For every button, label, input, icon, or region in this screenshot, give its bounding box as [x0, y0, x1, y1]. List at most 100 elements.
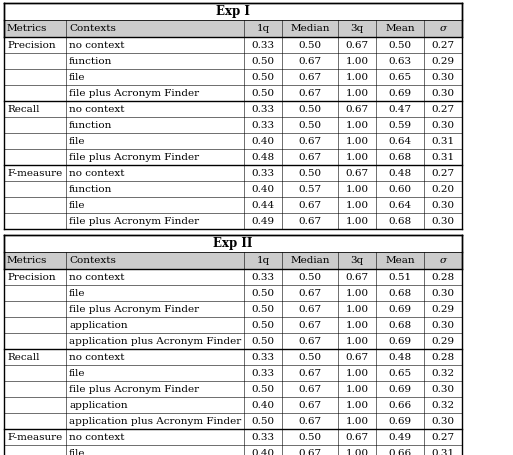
Bar — [244, 20, 282, 37]
Text: 0.30: 0.30 — [431, 384, 455, 394]
Text: function: function — [69, 184, 112, 193]
Text: no context: no context — [69, 273, 125, 282]
Text: function: function — [69, 121, 112, 130]
Text: application: application — [69, 320, 128, 329]
Text: file: file — [69, 288, 86, 298]
Text: 0.67: 0.67 — [299, 304, 322, 313]
Text: no context: no context — [69, 40, 125, 50]
Text: 0.27: 0.27 — [431, 433, 455, 441]
Text: 0.67: 0.67 — [299, 400, 322, 410]
Bar — [4, 285, 462, 301]
Text: file: file — [69, 449, 86, 455]
Text: 1.00: 1.00 — [345, 136, 368, 146]
Bar — [424, 252, 462, 269]
Text: 0.29: 0.29 — [431, 304, 455, 313]
Text: 0.33: 0.33 — [251, 369, 274, 378]
Text: file plus Acronym Finder: file plus Acronym Finder — [69, 304, 199, 313]
Text: Mean: Mean — [385, 24, 415, 33]
Text: 1.00: 1.00 — [345, 152, 368, 162]
Text: 0.44: 0.44 — [251, 201, 274, 209]
Text: 0.33: 0.33 — [251, 433, 274, 441]
Text: Precision: Precision — [7, 40, 55, 50]
Text: 0.50: 0.50 — [299, 105, 322, 113]
Text: 0.68: 0.68 — [388, 320, 411, 329]
Text: 0.50: 0.50 — [251, 384, 274, 394]
Text: 0.50: 0.50 — [299, 168, 322, 177]
Text: 0.30: 0.30 — [431, 201, 455, 209]
Text: 1.00: 1.00 — [345, 288, 368, 298]
Text: file plus Acronym Finder: file plus Acronym Finder — [69, 152, 199, 162]
Bar — [338, 20, 376, 37]
Text: 1.00: 1.00 — [345, 121, 368, 130]
Text: 0.49: 0.49 — [388, 433, 411, 441]
Text: 0.67: 0.67 — [345, 168, 368, 177]
Bar — [4, 69, 462, 85]
Bar — [282, 20, 338, 37]
Text: application: application — [69, 400, 128, 410]
Text: 0.50: 0.50 — [251, 89, 274, 97]
Text: 1.00: 1.00 — [345, 400, 368, 410]
Text: 0.28: 0.28 — [431, 273, 455, 282]
Text: 0.27: 0.27 — [431, 105, 455, 113]
Text: 0.50: 0.50 — [251, 320, 274, 329]
Text: 0.40: 0.40 — [251, 136, 274, 146]
Text: file plus Acronym Finder: file plus Acronym Finder — [69, 89, 199, 97]
Text: application plus Acronym Finder: application plus Acronym Finder — [69, 337, 241, 345]
Bar — [4, 181, 462, 197]
Text: 0.50: 0.50 — [388, 40, 411, 50]
Text: 1.00: 1.00 — [345, 449, 368, 455]
Text: application plus Acronym Finder: application plus Acronym Finder — [69, 416, 241, 425]
Text: 0.67: 0.67 — [345, 40, 368, 50]
Text: no context: no context — [69, 105, 125, 113]
Text: 0.47: 0.47 — [388, 105, 411, 113]
Text: 0.67: 0.67 — [299, 288, 322, 298]
Bar — [4, 37, 462, 53]
Text: 0.66: 0.66 — [388, 400, 411, 410]
Text: 0.33: 0.33 — [251, 353, 274, 362]
Text: σ: σ — [440, 256, 446, 265]
Text: 0.51: 0.51 — [388, 273, 411, 282]
Text: 0.49: 0.49 — [251, 217, 274, 226]
Bar — [4, 252, 66, 269]
Text: 0.67: 0.67 — [345, 105, 368, 113]
Text: 0.29: 0.29 — [431, 56, 455, 66]
Text: 0.40: 0.40 — [251, 400, 274, 410]
Bar — [4, 269, 462, 285]
Bar — [4, 397, 462, 413]
Text: 0.33: 0.33 — [251, 121, 274, 130]
Text: 0.68: 0.68 — [388, 152, 411, 162]
Bar — [4, 213, 462, 229]
Text: no context: no context — [69, 353, 125, 362]
Text: 0.32: 0.32 — [431, 369, 455, 378]
Text: 0.67: 0.67 — [345, 433, 368, 441]
Text: 0.67: 0.67 — [299, 369, 322, 378]
Text: file plus Acronym Finder: file plus Acronym Finder — [69, 384, 199, 394]
Text: 0.50: 0.50 — [299, 433, 322, 441]
Text: 1.00: 1.00 — [345, 369, 368, 378]
Text: Metrics: Metrics — [7, 256, 47, 265]
Bar — [4, 381, 462, 397]
Text: 0.68: 0.68 — [388, 288, 411, 298]
Bar — [4, 429, 462, 445]
Text: 0.30: 0.30 — [431, 416, 455, 425]
Text: 0.65: 0.65 — [388, 72, 411, 81]
Text: function: function — [69, 56, 112, 66]
Bar — [4, 149, 462, 165]
Text: 0.50: 0.50 — [299, 273, 322, 282]
Text: 0.66: 0.66 — [388, 449, 411, 455]
Text: 0.59: 0.59 — [388, 121, 411, 130]
Text: Median: Median — [290, 24, 330, 33]
Text: Exp I: Exp I — [216, 5, 250, 18]
Text: 0.67: 0.67 — [299, 320, 322, 329]
Text: 0.67: 0.67 — [299, 449, 322, 455]
Bar — [4, 85, 462, 101]
Text: no context: no context — [69, 168, 125, 177]
Text: Recall: Recall — [7, 353, 40, 362]
Text: 1.00: 1.00 — [345, 72, 368, 81]
Bar — [4, 365, 462, 381]
Text: 0.69: 0.69 — [388, 89, 411, 97]
Text: 0.40: 0.40 — [251, 449, 274, 455]
Text: 0.64: 0.64 — [388, 136, 411, 146]
Text: 1.00: 1.00 — [345, 201, 368, 209]
Text: 0.30: 0.30 — [431, 288, 455, 298]
